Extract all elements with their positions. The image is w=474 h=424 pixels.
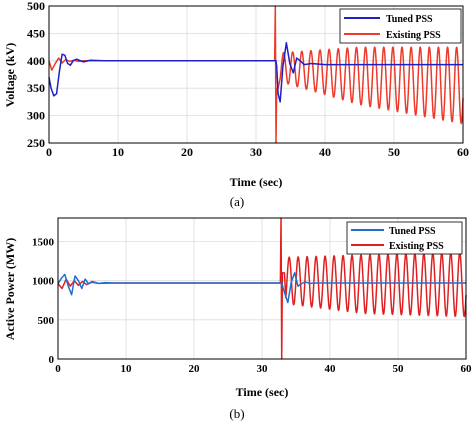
- x-tick-label: 30: [250, 145, 262, 159]
- y-axis-label: Voltage (kV): [3, 43, 17, 108]
- legend-label-existing: Existing PSS: [389, 241, 444, 252]
- plot-frame: [57, 217, 467, 360]
- y-tick-label: 500: [27, 0, 45, 13]
- voltage-chart: 0 10 20 30 40 50 60 250 300 350 400 450 500 Tuned PS…: [3, 0, 469, 209]
- y-tick-label: 450: [27, 26, 45, 40]
- y-tick-label: 0: [49, 354, 55, 366]
- y-tick-label: 350: [27, 81, 45, 95]
- x-tick-label: 20: [181, 145, 193, 159]
- x-axis-label: Time (sec): [236, 385, 289, 399]
- x-tick-label: 0: [55, 363, 61, 375]
- x-tick-label: 60: [461, 363, 473, 375]
- x-tick-label: 10: [112, 145, 124, 159]
- tick-labels: 0 10 20 30 40 50 60 0 500 1000 1500: [32, 237, 472, 376]
- plot-frame: [48, 5, 464, 144]
- series-lines: [57, 217, 467, 360]
- x-tick-label: 40: [325, 363, 337, 375]
- y-tick-label: 1500: [32, 237, 55, 249]
- x-tick-label: 50: [393, 363, 405, 375]
- y-tick-label: 400: [27, 54, 45, 68]
- legend-box: [339, 8, 462, 44]
- panel-caption: (b): [229, 406, 244, 421]
- y-axis-label: Active Power (MW): [3, 238, 17, 340]
- legend: Tuned PSS Existing PSS: [346, 221, 463, 255]
- legend-label-tuned: Tuned PSS: [386, 14, 433, 25]
- x-tick-label: 50: [388, 145, 400, 159]
- tuned-pss-line: [57, 272, 466, 304]
- x-tick-label: 0: [46, 145, 52, 159]
- y-tick-label: 1000: [32, 276, 55, 288]
- x-tick-label: 10: [121, 363, 133, 375]
- active-power-chart: 0 10 20 30 40 50 60 0 500 1000 1500 Tuned PSS Exis…: [3, 217, 472, 421]
- y-tick-label: 500: [38, 315, 55, 327]
- series-lines: [48, 5, 464, 144]
- x-tick-label: 40: [319, 145, 331, 159]
- legend: Tuned PSS Existing PSS: [339, 8, 462, 44]
- x-axis-label: Time (sec): [230, 175, 283, 189]
- panel-caption: (a): [230, 194, 244, 209]
- legend-label-tuned: Tuned PSS: [389, 226, 436, 237]
- x-tick-label: 20: [189, 363, 201, 375]
- legend-label-existing: Existing PSS: [386, 30, 441, 41]
- existing-pss-line: [48, 5, 464, 144]
- tick-labels: 0 10 20 30 40 50 60 250 300 350 400 450 500: [27, 0, 469, 159]
- tuned-pss-line: [48, 41, 463, 103]
- existing-pss-line: [57, 217, 467, 360]
- y-tick-label: 250: [27, 136, 45, 150]
- x-tick-label: 60: [457, 145, 469, 159]
- y-tick-label: 300: [27, 109, 45, 123]
- x-tick-label: 30: [257, 363, 269, 375]
- legend-box: [346, 221, 463, 255]
